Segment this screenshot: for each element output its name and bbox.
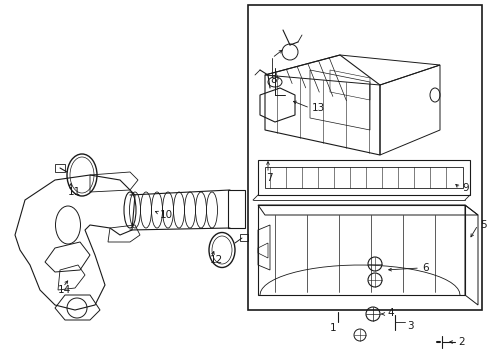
Bar bbox=[55, 164, 65, 172]
Text: 11: 11 bbox=[68, 187, 81, 197]
Text: 4: 4 bbox=[387, 308, 393, 318]
Text: 12: 12 bbox=[210, 255, 223, 265]
Text: 2: 2 bbox=[458, 337, 465, 347]
Text: 8: 8 bbox=[270, 75, 277, 85]
Text: 13: 13 bbox=[312, 103, 325, 113]
Text: 5: 5 bbox=[480, 220, 487, 230]
Text: 6: 6 bbox=[422, 263, 429, 273]
Bar bbox=[248, 5, 482, 310]
Text: 1: 1 bbox=[330, 323, 337, 333]
Text: 10: 10 bbox=[160, 210, 173, 220]
Text: 3: 3 bbox=[407, 321, 414, 331]
Bar bbox=[240, 234, 248, 241]
Text: 7: 7 bbox=[266, 173, 272, 183]
Text: 9: 9 bbox=[462, 183, 468, 193]
Text: 14: 14 bbox=[58, 285, 71, 295]
